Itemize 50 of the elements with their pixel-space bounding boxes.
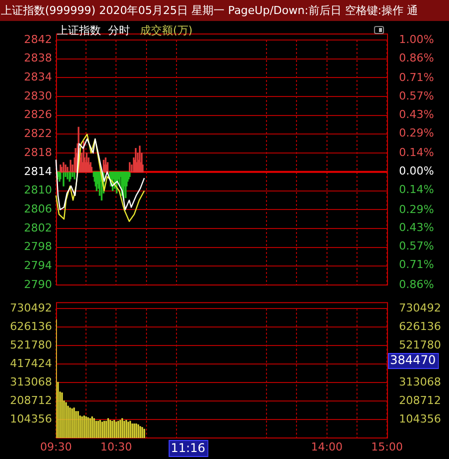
y-tick-label: 2822 [24,127,52,140]
x-tick-label: 15:00 [371,440,403,454]
y-tick-label: 104356 [10,412,52,426]
y2-tick-label: 0.86% [399,278,434,291]
chart-subtitle: 上证指数 分时 [57,23,130,39]
y2-tick-label: 0.57% [399,90,434,102]
y2-tick-label: 730492 [399,301,441,314]
y-tick-label: 417424 [10,356,52,370]
y-tick-label: 2790 [24,278,52,291]
text: 11:16 [170,441,206,456]
y-tick-label: 2834 [24,70,52,84]
y2-tick-label: 0.14% [399,146,434,160]
y-tick-label: 730492 [10,301,52,314]
y-tick-label: 2802 [24,221,52,234]
x-tick-label: 14:00 [310,440,343,454]
x-tick-label: 09:30 [40,440,72,454]
y2-tick-label: 0.29% [399,126,434,140]
y2-tick-label: 0.57% [399,240,434,253]
y-tick-label: 2838 [24,52,52,65]
text: 384470 [390,353,436,368]
y-tick-label: 2814 [24,164,52,178]
y-tick-label: 2842 [24,32,52,46]
y2-tick-label: 0.29% [399,202,434,216]
x-tick-label: 10:30 [100,440,132,454]
y2-tick-label: 313068 [399,375,441,388]
y-tick-label: 2794 [24,259,52,272]
y2-tick-label: 0.86% [399,51,434,64]
y2-tick-label: 0.00% [399,164,434,178]
y2-tick-label: 0.43% [399,108,434,121]
text: 成交额(万) [140,23,193,39]
y2-tick-label: 1.00% [399,32,434,46]
chart-title: 上证指数(999999) 2020年05月25日 星期一 PageUp/Down:前后日 空格键:操作 通 [0,0,449,21]
y-tick-label: 2806 [24,202,52,216]
y2-tick-label: 0.71% [399,71,434,84]
y-tick-label: 2810 [24,184,52,197]
y-tick-label: 2818 [24,146,52,159]
y2-tick-label: 626136 [399,320,441,333]
y-tick-label: 313068 [10,375,52,388]
y-tick-label: 2830 [24,89,52,102]
y-tick-label: 521780 [10,338,52,352]
y2-tick-label: 208712 [399,394,441,407]
y2-tick-label: 0.14% [399,183,434,196]
y-tick-label: 2826 [24,108,52,122]
y-tick-label: 626136 [10,320,52,333]
y2-tick-label: 104356 [399,412,441,426]
y2-tick-label: 0.43% [399,221,434,234]
y2-tick-label: 0.71% [399,258,434,272]
y-tick-label: 208712 [10,394,52,407]
y-tick-label: 2798 [24,240,52,254]
y2-tick-label: 521780 [399,338,441,352]
